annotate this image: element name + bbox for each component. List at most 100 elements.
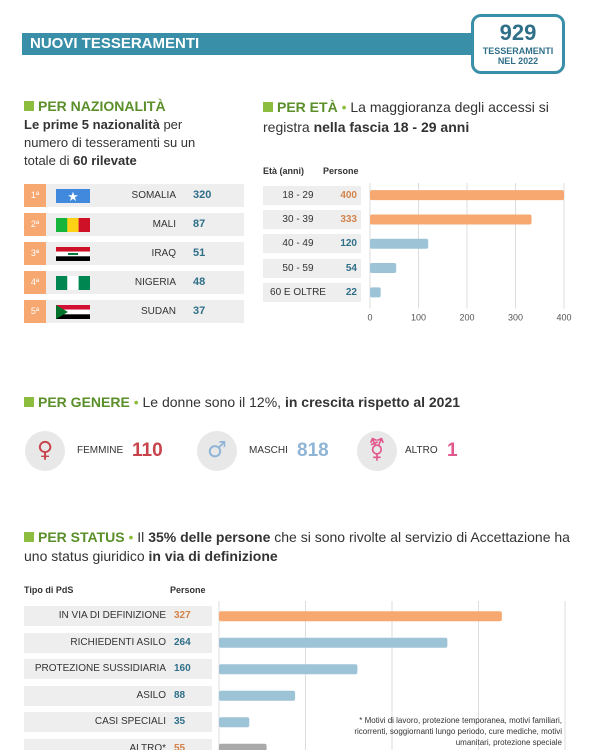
- rank-badge: 1ª: [24, 184, 46, 207]
- age-bar: [370, 287, 381, 298]
- status-heading: PER STATUS: [38, 529, 125, 545]
- status-title: PER STATUS • Il 35% delle persone che si…: [24, 528, 584, 566]
- country-name: SOMALIA: [131, 190, 176, 201]
- age-col-header-2: Persone: [323, 166, 359, 176]
- nationality-heading: PER NAZIONALITÀ: [38, 98, 166, 114]
- age-value-label: 400: [340, 189, 357, 201]
- age-bar: [370, 190, 564, 201]
- male-symbol-icon: ♂: [197, 431, 237, 471]
- age-title: PER ETÀ • La maggioranza degli accessi s…: [263, 97, 583, 137]
- nationality-description: Le prime 5 nazionalità per numero di tes…: [24, 116, 214, 170]
- total-label-2: NEL 2022: [497, 56, 539, 66]
- status-bar: [219, 690, 296, 701]
- status-bar: [219, 611, 502, 622]
- gender-title: PER GENERE • Le donne sono il 12%, in cr…: [24, 393, 460, 411]
- country-value: 51: [193, 247, 206, 259]
- age-heading: PER ETÀ: [277, 99, 338, 115]
- age-value-label: 54: [345, 262, 357, 274]
- section-square-icon: [24, 397, 34, 407]
- iraq-flag-icon: [56, 247, 90, 261]
- country-name: NIGERIA: [134, 277, 176, 288]
- status-category-label: ALTRO*: [129, 742, 167, 750]
- age-row: 60 E OLTRE 22: [263, 282, 361, 302]
- gender-altro-label: ALTRO: [405, 445, 438, 456]
- status-value-label: 327: [174, 610, 191, 622]
- country-value: 37: [193, 305, 206, 317]
- nigeria-flag-icon: [56, 276, 90, 290]
- country-value: 48: [193, 276, 206, 288]
- age-row: 30 - 39 333: [263, 209, 361, 229]
- bullet-dot: •: [128, 529, 134, 545]
- age-bar: [370, 263, 397, 274]
- nat-desc-text: per numero di tesseramenti su un totale …: [24, 117, 196, 168]
- somalia-flag-icon: [56, 189, 90, 203]
- country-value: 320: [193, 189, 212, 201]
- nat-desc-bold-2: 60 rilevate: [73, 153, 137, 168]
- mali-flag-icon: [56, 218, 90, 232]
- rank-badge: 4ª: [24, 271, 46, 294]
- age-row: 50 - 59 54: [263, 258, 361, 278]
- age-row: 40 - 49 120: [263, 234, 361, 254]
- age-col-header-1: Età (anni): [263, 166, 305, 176]
- gender-text: Le donne sono il 12%,: [142, 394, 285, 410]
- status-text-1: Il: [137, 529, 149, 545]
- status-text-2: che si sono rivolte al servizio di Accet…: [24, 529, 570, 564]
- gender-altro-value: 1: [447, 440, 458, 461]
- country-name: IRAQ: [151, 248, 176, 259]
- status-text-bold-1: 35% delle persone: [148, 529, 271, 545]
- total-value: 929: [499, 20, 537, 45]
- status-text-bold-2: in via di definizione: [148, 548, 278, 564]
- nat-desc-bold-1: Le prime 5 nazionalità: [24, 117, 160, 132]
- age-category-label: 50 - 59: [282, 262, 314, 274]
- age-bar: [370, 214, 532, 225]
- age-text-bold: nella fascia 18 - 29 anni: [313, 119, 470, 135]
- gender-male-label: MASCHI: [249, 445, 288, 456]
- age-row: 18 - 29 400: [263, 185, 361, 205]
- female-symbol-icon: ♀: [25, 431, 65, 471]
- section-square-icon: [24, 101, 34, 111]
- status-footnote: * Motivi di lavoro, protezione temporane…: [354, 716, 562, 747]
- rank-badge: 5ª: [24, 300, 46, 323]
- gender-female-value: 110: [132, 440, 163, 461]
- nationality-row: 2ª MALI 87: [24, 213, 244, 236]
- status-row: PROTEZIONE SUSSIDIARIA 160: [24, 659, 212, 680]
- country-value: 87: [193, 218, 206, 230]
- age-tick-label: 400: [556, 313, 571, 323]
- status-col-header-2: Persone: [170, 585, 206, 595]
- section-banner: NUOVI TESSERAMENTI: [22, 33, 492, 55]
- rank-badge: 2ª: [24, 213, 46, 236]
- status-category-label: CASI SPECIALI: [94, 716, 166, 728]
- gender-heading: PER GENERE: [38, 394, 130, 410]
- sudan-flag-icon: [56, 305, 90, 319]
- rank-badge: 3ª: [24, 242, 46, 265]
- gender-female-label: FEMMINE: [77, 445, 124, 456]
- status-row: CASI SPECIALI 35: [24, 712, 212, 733]
- age-category-label: 18 - 29: [282, 189, 314, 201]
- age-tick-label: 200: [459, 313, 474, 323]
- age-tick-label: 100: [411, 313, 426, 323]
- country-name: MALI: [152, 219, 176, 230]
- status-category-label: IN VIA DI DEFINIZIONE: [58, 610, 166, 622]
- gender-text-bold: in crescita rispetto al 2021: [284, 394, 461, 410]
- country-name: SUDAN: [140, 306, 176, 317]
- status-row: ALTRO* 55: [24, 738, 212, 750]
- section-square-icon: [24, 532, 34, 542]
- nationality-row: 5ª SUDAN 37: [24, 300, 244, 323]
- age-tick-label: 300: [508, 313, 523, 323]
- status-row: IN VIA DI DEFINIZIONE 327: [24, 606, 212, 627]
- status-category-label: PROTEZIONE SUSSIDIARIA: [34, 663, 166, 675]
- age-category-label: 40 - 49: [282, 238, 314, 250]
- age-value-label: 333: [340, 213, 357, 225]
- age-bar: [370, 238, 429, 249]
- age-category-label: 60 E OLTRE: [270, 286, 326, 298]
- nationality-row: 1ª SOMALIA 320: [24, 184, 244, 207]
- status-value-label: 55: [174, 742, 186, 750]
- status-row: ASILO 88: [24, 685, 212, 706]
- status-category-label: RICHIEDENTI ASILO: [70, 636, 166, 648]
- nationality-row: 3ª IRAQ 51: [24, 242, 244, 265]
- status-row: RICHIEDENTI ASILO 264: [24, 632, 212, 653]
- transgender-symbol-icon: ⚧: [357, 431, 397, 471]
- age-category-label: 30 - 39: [282, 213, 314, 225]
- section-square-icon: [263, 102, 273, 112]
